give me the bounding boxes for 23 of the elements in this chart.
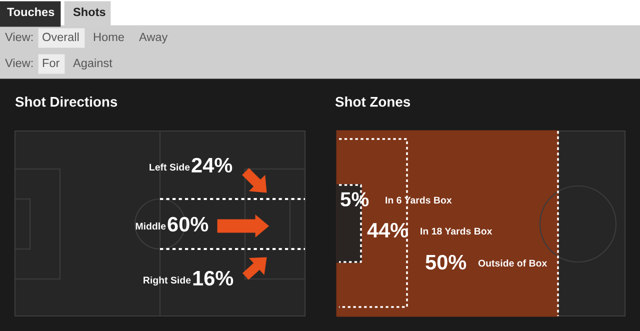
text: Against	[73, 58, 112, 70]
text: Away	[139, 32, 168, 44]
category-label: Middle	[136, 222, 166, 230]
text: For	[42, 58, 60, 68]
category-label: In 18 Yards Box	[420, 227, 492, 235]
category-label: Left Side	[150, 163, 190, 171]
category-label: In 6 Yards Box	[386, 196, 452, 204]
data-label: 24%	[192, 158, 232, 173]
text: Overall	[42, 32, 79, 42]
category-label: Outside of Box	[478, 259, 548, 267]
data-label: 44%	[367, 222, 408, 238]
text: View:	[5, 32, 33, 42]
text: Shot Zones	[335, 96, 410, 107]
data-label: 16%	[193, 270, 234, 286]
data-label: 50%	[426, 254, 466, 270]
data-label: 5%	[340, 192, 369, 206]
category-label: Right Side	[144, 276, 191, 286]
text: View:	[5, 58, 33, 68]
text: Home	[94, 32, 124, 42]
text: Shots	[73, 8, 106, 16]
data-label: 60%	[168, 216, 208, 232]
text: Touches	[7, 8, 54, 16]
text: Shot Directions	[15, 96, 118, 107]
